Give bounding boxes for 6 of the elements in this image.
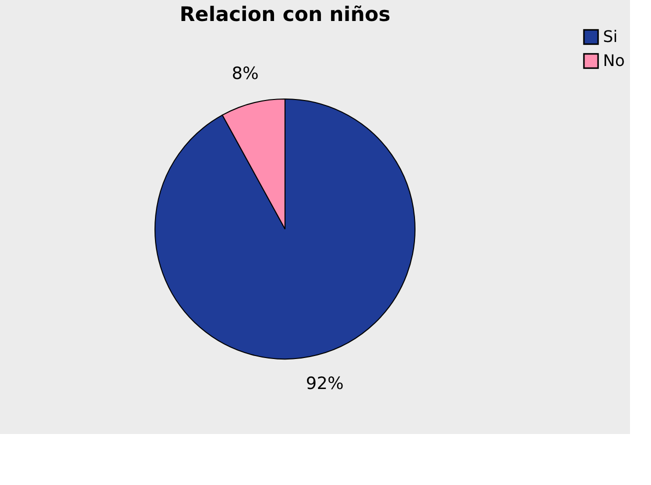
chart-title: Relacion con niños [180, 2, 390, 26]
data-label: 8% [232, 64, 259, 84]
pie-slice [154, 98, 416, 360]
legend-label: No [603, 51, 625, 70]
data-label: 92% [306, 374, 344, 394]
legend-label: Si [603, 27, 618, 46]
